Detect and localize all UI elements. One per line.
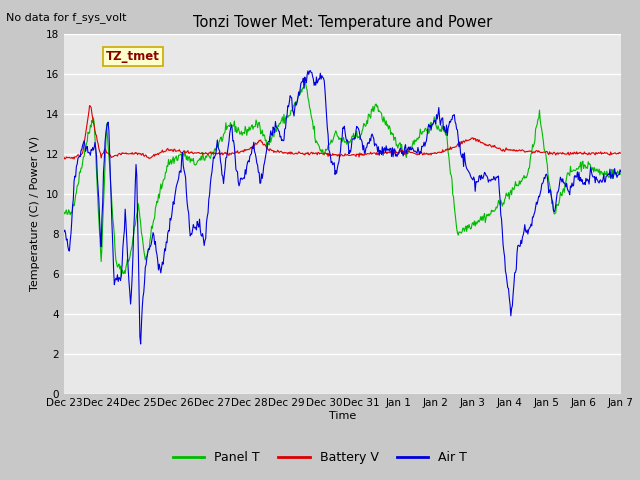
Line: Battery V: Battery V: [64, 106, 621, 159]
Battery V: [412, 151, 419, 157]
X-axis label: Time: Time: [329, 411, 356, 421]
Battery V: [186, 150, 193, 156]
Line: Panel T: Panel T: [64, 82, 621, 277]
Air T: [428, 122, 436, 128]
Text: No data for f_sys_volt: No data for f_sys_volt: [6, 12, 127, 23]
Title: Tonzi Tower Met: Temperature and Power: Tonzi Tower Met: Temperature and Power: [193, 15, 492, 30]
Battery V: [71, 154, 79, 160]
Battery V: [428, 150, 436, 156]
Battery V: [61, 156, 68, 162]
Legend: Panel T, Battery V, Air T: Panel T, Battery V, Air T: [168, 446, 472, 469]
Air T: [137, 341, 145, 347]
Y-axis label: Temperature (C) / Power (V): Temperature (C) / Power (V): [30, 136, 40, 291]
Battery V: [129, 151, 137, 157]
Air T: [307, 68, 314, 73]
Air T: [127, 290, 135, 296]
Line: Air T: Air T: [64, 71, 621, 344]
Text: TZ_tmet: TZ_tmet: [106, 50, 159, 63]
Panel T: [60, 210, 68, 216]
Panel T: [118, 274, 125, 280]
Battery V: [215, 150, 223, 156]
Battery V: [60, 155, 68, 160]
Panel T: [214, 144, 222, 150]
Panel T: [70, 203, 78, 209]
Air T: [617, 169, 625, 175]
Panel T: [301, 79, 308, 85]
Panel T: [128, 243, 136, 249]
Battery V: [617, 150, 625, 156]
Battery V: [86, 103, 93, 108]
Panel T: [185, 154, 193, 160]
Air T: [60, 229, 68, 235]
Air T: [185, 210, 193, 216]
Air T: [214, 144, 222, 150]
Panel T: [428, 123, 436, 129]
Panel T: [617, 171, 625, 177]
Air T: [412, 148, 419, 154]
Air T: [70, 178, 78, 184]
Panel T: [412, 138, 419, 144]
